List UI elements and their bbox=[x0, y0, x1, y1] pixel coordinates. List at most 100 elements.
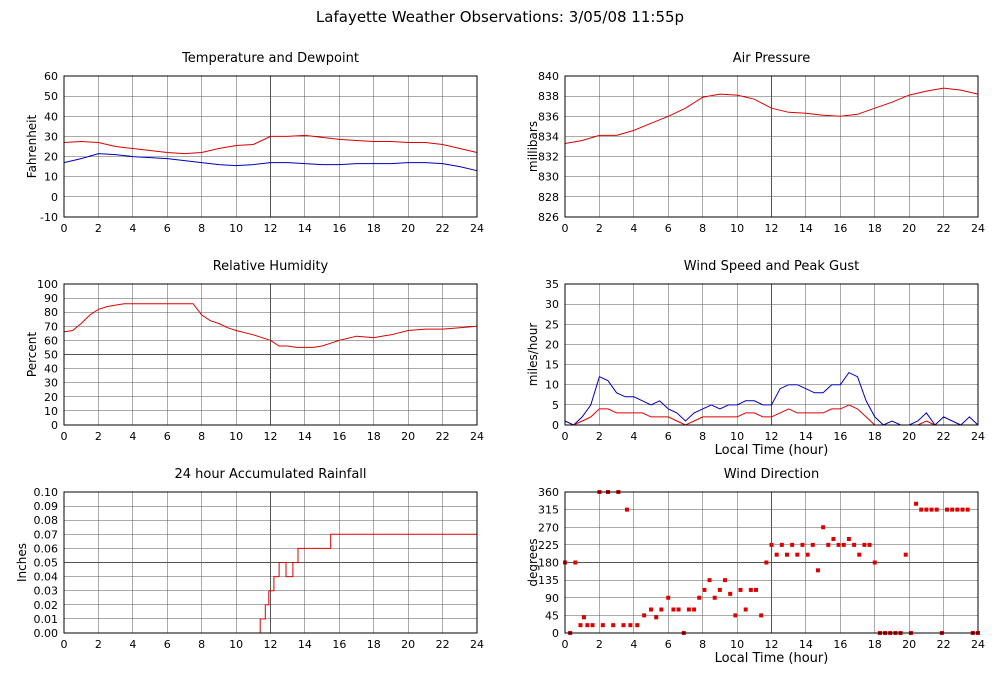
series-line bbox=[564, 87, 979, 144]
data-point bbox=[857, 552, 862, 557]
chart-title: Relative Humidity bbox=[213, 259, 329, 274]
x-tick-label: 6 bbox=[164, 222, 171, 235]
plot-frame bbox=[564, 491, 979, 634]
data-point bbox=[590, 623, 595, 628]
x-tick-label: 18 bbox=[367, 430, 381, 443]
y-tick-label: 10 bbox=[44, 171, 58, 184]
x-tick-label: 8 bbox=[198, 638, 205, 651]
data-point bbox=[821, 525, 826, 530]
y-tick-label: 0.03 bbox=[34, 585, 59, 598]
x-tick-label: 24 bbox=[971, 638, 985, 651]
y-tick-label: 315 bbox=[538, 504, 559, 517]
data-point bbox=[600, 623, 605, 628]
x-tick-label: 10 bbox=[730, 222, 744, 235]
x-tick-label: 0 bbox=[61, 222, 68, 235]
x-tick-label: 20 bbox=[902, 638, 916, 651]
data-point bbox=[712, 595, 717, 600]
x-tick-label: 10 bbox=[730, 430, 744, 443]
y-tick-label: 826 bbox=[538, 211, 559, 224]
x-tick-label: 6 bbox=[665, 430, 672, 443]
x-tick-label: 20 bbox=[401, 638, 415, 651]
y-tick-label: 50 bbox=[44, 349, 58, 362]
y-tick-label: 30 bbox=[545, 298, 559, 311]
data-point bbox=[585, 623, 590, 628]
x-tick-label: 6 bbox=[665, 638, 672, 651]
x-tick-label: 20 bbox=[401, 222, 415, 235]
x-tick-label: 14 bbox=[298, 430, 312, 443]
data-point bbox=[965, 507, 970, 512]
x-tick-label: 14 bbox=[799, 222, 813, 235]
x-tick-label: 22 bbox=[937, 638, 951, 651]
x-tick-label: 2 bbox=[95, 222, 102, 235]
y-tick-label: 0.07 bbox=[34, 528, 59, 541]
y-tick-label: 20 bbox=[545, 338, 559, 351]
data-point bbox=[578, 623, 583, 628]
data-point bbox=[635, 623, 640, 628]
x-tick-label: 18 bbox=[868, 430, 882, 443]
data-point bbox=[945, 507, 950, 512]
data-point bbox=[573, 560, 578, 565]
data-point bbox=[581, 615, 586, 620]
x-tick-label: 24 bbox=[470, 222, 484, 235]
data-point bbox=[659, 607, 664, 612]
chart-title: Temperature and Dewpoint bbox=[181, 51, 359, 66]
y-axis-label: miles/hour bbox=[526, 323, 540, 387]
x-tick-label: 0 bbox=[562, 638, 569, 651]
x-tick-label: 10 bbox=[229, 430, 243, 443]
y-axis-label: Percent bbox=[25, 332, 39, 377]
x-tick-label: 12 bbox=[765, 638, 779, 651]
data-point bbox=[621, 623, 626, 628]
data-point bbox=[960, 507, 965, 512]
y-tick-label: 0.04 bbox=[34, 571, 59, 584]
y-tick-label: 70 bbox=[44, 320, 58, 333]
data-point bbox=[707, 578, 712, 583]
y-tick-label: 20 bbox=[44, 151, 58, 164]
y-axis-label: Inches bbox=[15, 543, 29, 582]
data-point bbox=[733, 613, 738, 618]
y-tick-label: 0.06 bbox=[34, 542, 59, 555]
x-tick-label: 16 bbox=[833, 222, 847, 235]
x-tick-label: 8 bbox=[198, 222, 205, 235]
data-point bbox=[815, 568, 820, 573]
x-tick-label: 10 bbox=[229, 638, 243, 651]
y-tick-label: 5 bbox=[552, 399, 559, 412]
y-tick-label: 0 bbox=[51, 191, 58, 204]
data-point bbox=[790, 542, 795, 547]
x-tick-label: 4 bbox=[129, 222, 136, 235]
y-tick-label: 0.00 bbox=[34, 627, 59, 640]
page-title: Lafayette Weather Observations: 3/05/08 … bbox=[315, 8, 685, 26]
x-tick-label: 18 bbox=[868, 638, 882, 651]
x-tick-label: 4 bbox=[630, 638, 637, 651]
y-tick-label: 270 bbox=[538, 521, 559, 534]
plot-frame bbox=[63, 491, 478, 634]
x-tick-label: 4 bbox=[129, 430, 136, 443]
data-point bbox=[697, 595, 702, 600]
y-tick-label: 45 bbox=[545, 609, 559, 622]
data-point bbox=[717, 587, 722, 592]
x-tick-label: 22 bbox=[436, 430, 450, 443]
data-point bbox=[692, 607, 697, 612]
y-tick-label: 0.08 bbox=[34, 514, 59, 527]
y-tick-label: 40 bbox=[44, 363, 58, 376]
data-point bbox=[934, 507, 939, 512]
y-tick-label: 60 bbox=[44, 334, 58, 347]
y-tick-label: 40 bbox=[44, 110, 58, 123]
data-point bbox=[924, 507, 929, 512]
data-point bbox=[723, 578, 728, 583]
y-tick-label: 10 bbox=[545, 379, 559, 392]
plot-frame bbox=[63, 283, 478, 426]
data-point bbox=[686, 607, 691, 612]
x-tick-label: 24 bbox=[971, 222, 985, 235]
x-tick-label: 24 bbox=[470, 430, 484, 443]
x-tick-label: 6 bbox=[665, 222, 672, 235]
x-tick-label: 10 bbox=[229, 222, 243, 235]
y-tick-label: 10 bbox=[44, 405, 58, 418]
x-tick-label: 12 bbox=[765, 430, 779, 443]
data-point bbox=[950, 507, 955, 512]
series-line bbox=[63, 134, 478, 155]
x-tick-label: 2 bbox=[596, 222, 603, 235]
y-tick-label: 50 bbox=[44, 90, 58, 103]
x-tick-label: 8 bbox=[198, 430, 205, 443]
